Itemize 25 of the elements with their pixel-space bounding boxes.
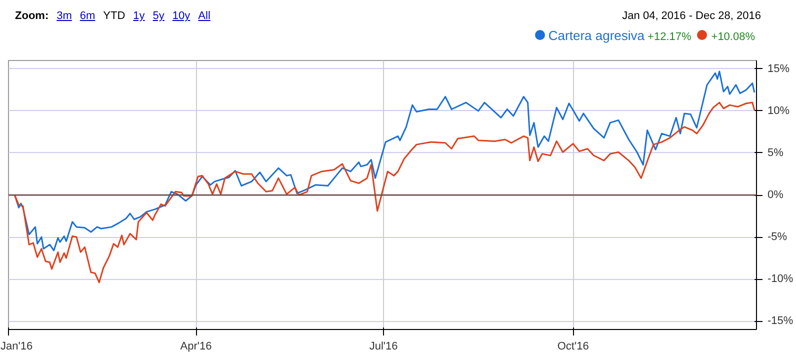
text: 6m xyxy=(80,10,96,22)
text: YTD xyxy=(103,10,126,22)
text: 10y xyxy=(172,10,190,22)
text: Zoom: xyxy=(15,10,49,22)
y-tick-label: 0% xyxy=(768,189,784,201)
y-tick-label: -5% xyxy=(768,231,788,244)
legend-label: Cartera agresiva xyxy=(548,28,645,43)
y-tick-label: 10% xyxy=(768,104,790,117)
x-tick-label: Apr'16 xyxy=(180,340,212,352)
y-tick-label: -15% xyxy=(768,315,794,328)
y-tick-label: 15% xyxy=(768,62,790,75)
text: Jan 04, 2016 - Dec 28, 2016 xyxy=(622,10,761,22)
text: +10.08% xyxy=(711,30,755,43)
text: All xyxy=(198,10,210,22)
y-tick-label: 5% xyxy=(768,146,784,159)
line-series xyxy=(14,70,756,252)
line-series xyxy=(14,102,756,284)
x-tick-label: Jan'16 xyxy=(0,340,33,352)
y-tick-label: -10% xyxy=(768,273,794,286)
text: +12.17% xyxy=(648,30,692,43)
text: 1y xyxy=(133,10,145,22)
x-tick-label: Jul'16 xyxy=(369,340,398,352)
text: 3m xyxy=(56,10,72,22)
x-tick-label: Oct'16 xyxy=(557,340,589,352)
text: 5y xyxy=(152,10,164,22)
